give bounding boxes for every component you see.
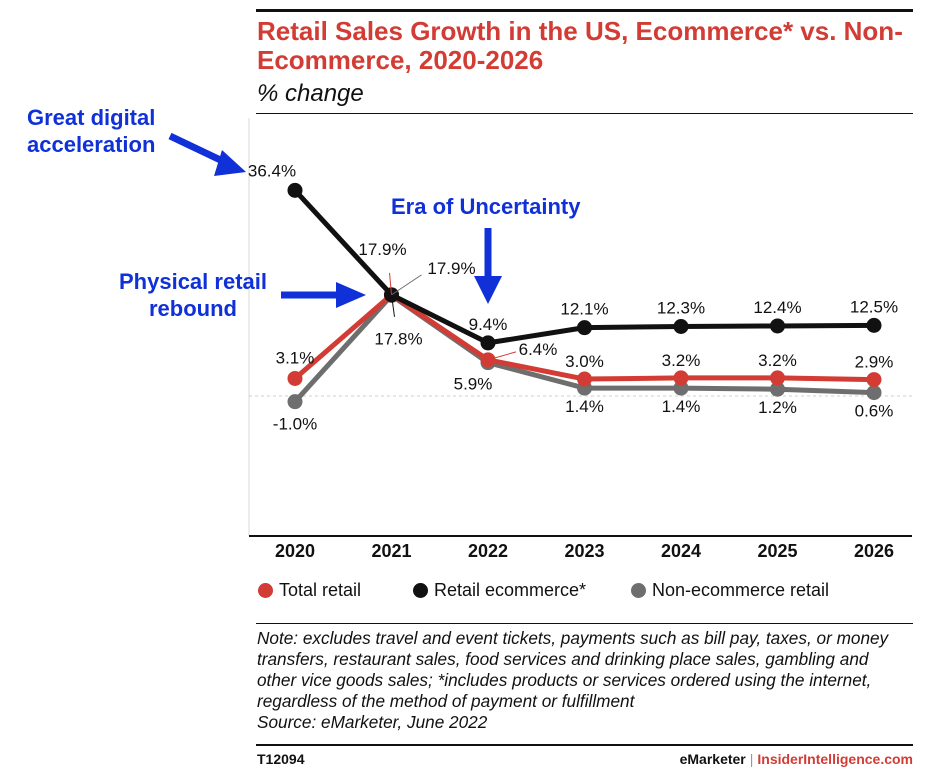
data-label-ecommerce-2021: 17.9% [427, 259, 475, 278]
chart-title: Retail Sales Growth in the US, Ecommerce… [257, 16, 903, 75]
brand-separator: | [749, 751, 754, 767]
x-tick-label-2023: 2023 [564, 541, 604, 561]
data-point-ecommerce-2026 [866, 317, 882, 333]
annotation-physical-rebound: Physical retail rebound [108, 268, 278, 322]
data-label-non-ecommerce-2025: 1.2% [758, 398, 797, 417]
source-text: Source: eMarketer, June 2022 [257, 712, 488, 732]
leader-lines [389, 272, 517, 361]
data-label-ecommerce-2025: 12.4% [753, 298, 801, 317]
x-tick-label-2021: 2021 [371, 541, 411, 561]
x-tick-label-2020: 2020 [275, 541, 315, 561]
brand-emarketer: eMarketer [679, 751, 746, 767]
data-label-ecommerce-2026: 12.5% [850, 297, 898, 316]
data-point-total-2023 [577, 371, 592, 387]
x-tick-label-2025: 2025 [757, 541, 797, 561]
brand-insider-link[interactable]: InsiderIntelligence.com [757, 751, 913, 767]
data-label-total-2026: 2.9% [855, 353, 894, 372]
data-point-total-2020 [287, 370, 303, 386]
data-point-ecommerce-2020 [287, 182, 303, 198]
annotation-digital-line1: Great digital [27, 105, 156, 130]
chart-subtitle: % change [257, 80, 364, 107]
subtitle-rule [256, 113, 913, 114]
chart-id: T12094 [257, 751, 305, 767]
data-label-non-ecommerce-2022: 5.9% [454, 375, 493, 394]
data-point-ecommerce-2025 [770, 318, 785, 334]
data-label-non-ecommerce-2026: 0.6% [855, 402, 894, 421]
data-label-ecommerce-2022: 9.4% [469, 315, 508, 334]
arrow-uncertainty-head-icon [474, 276, 502, 304]
legend-label-total: Total retail [279, 580, 362, 600]
footnote: Note: excludes travel and event tickets,… [257, 628, 907, 733]
legend-item-total: Total retail [258, 580, 361, 601]
data-point-non-ecommerce-2020 [287, 394, 303, 410]
data-label-ecommerce-2020: 36.4% [248, 161, 296, 180]
data-point-ecommerce-2023 [577, 320, 592, 336]
x-tick-label-2024: 2024 [661, 541, 701, 561]
legend-item-non-ecommerce: Non-ecommerce retail [631, 580, 829, 601]
leader-ecom-2021 [391, 274, 422, 296]
data-point-non-ecommerce-2026 [866, 385, 882, 401]
leader-total-2022 [487, 351, 517, 361]
leader-nonecom-2021 [391, 294, 395, 317]
bottom-rule [256, 744, 913, 746]
data-label-total-2022: 6.4% [519, 340, 558, 359]
data-point-total-2025 [770, 370, 785, 386]
note-rule [256, 623, 913, 624]
legend-dot-ecommerce [413, 583, 428, 598]
data-point-total-2024 [673, 370, 689, 386]
data-label-total-2021: 17.9% [358, 240, 406, 259]
data-label-non-ecommerce-2023: 1.4% [565, 397, 604, 416]
x-tick-label-2026: 2026 [854, 541, 894, 561]
annotation-rebound-line2: rebound [149, 296, 237, 321]
data-point-ecommerce-2022 [480, 335, 496, 351]
legend-label-ecommerce: Retail ecommerce* [434, 580, 587, 600]
legend-dot-total [258, 583, 273, 598]
annotation-digital-line2: acceleration [27, 132, 156, 157]
annotation-era-of-uncertainty: Era of Uncertainty [391, 194, 581, 219]
data-label-total-2024: 3.2% [662, 351, 701, 370]
data-label-ecommerce-2023: 12.1% [560, 300, 608, 319]
data-label-non-ecommerce-2020: -1.0% [273, 415, 317, 434]
arrow-rebound-head-icon [336, 282, 366, 308]
x-tick-label-2022: 2022 [468, 541, 508, 561]
data-label-ecommerce-2024: 12.3% [657, 299, 705, 318]
annotation-digital-acceleration: Great digital acceleration [27, 104, 155, 158]
data-point-non-ecommerce-2025 [770, 381, 785, 397]
data-label-non-ecommerce-2021: 17.8% [374, 329, 422, 348]
data-point-total-2026 [866, 372, 882, 388]
legend-item-ecommerce: Retail ecommerce* [413, 580, 586, 601]
data-label-total-2023: 3.0% [565, 352, 604, 371]
legend-label-non-ecommerce: Non-ecommerce retail [652, 580, 830, 600]
note-text: Note: excludes travel and event tickets,… [257, 628, 889, 711]
brand-footer: eMarketer | InsiderIntelligence.com [680, 751, 913, 767]
legend-dot-non-ecommerce [631, 583, 646, 598]
data-label-total-2020: 3.1% [276, 348, 315, 367]
data-point-ecommerce-2024 [673, 319, 689, 335]
data-label-total-2025: 3.2% [758, 351, 797, 370]
data-label-non-ecommerce-2024: 1.4% [662, 397, 701, 416]
annotation-rebound-line1: Physical retail [119, 269, 267, 294]
top-rule [256, 9, 913, 12]
leader-total-2021 [389, 272, 392, 295]
arrow-digital-head-icon [214, 150, 246, 176]
